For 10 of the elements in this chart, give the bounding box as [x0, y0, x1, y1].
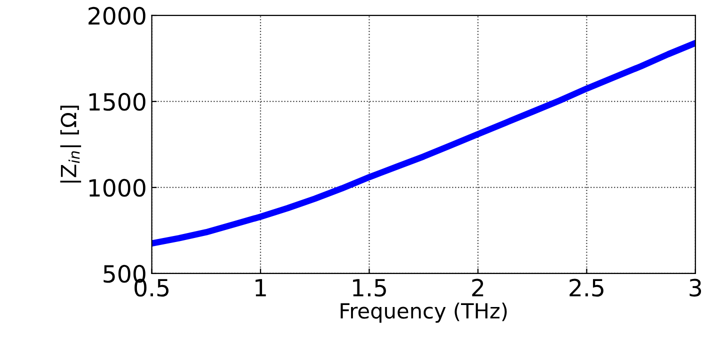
x-tick-label: 1.5: [353, 279, 386, 297]
y-tick-label: 2000: [88, 6, 146, 25]
x-tick-label: 2.5: [570, 278, 604, 297]
x-axis-title: Frequency (THz): [340, 302, 507, 323]
y-tick-label: 1000: [89, 178, 146, 197]
y-axis-title: |Z$_{in}$| [Ω]: [60, 106, 82, 182]
x-tick-label: 2: [472, 278, 484, 296]
x-tick-label: 3: [690, 278, 702, 297]
x-tick-label: 1: [256, 279, 266, 296]
y-tick-label: 1500: [89, 92, 146, 111]
